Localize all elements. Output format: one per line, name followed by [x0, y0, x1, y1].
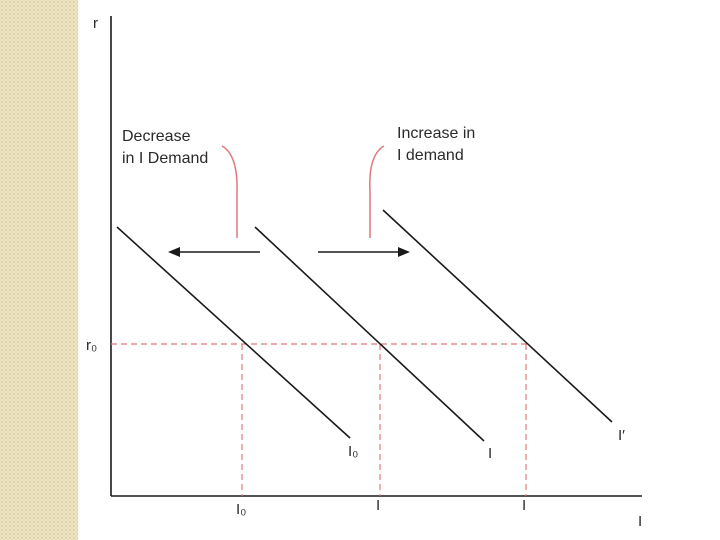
demand-curve-i0 [116, 226, 351, 439]
rate-tick-label: r₀ [86, 337, 97, 354]
decorative-side-strip [0, 0, 78, 540]
y-axis-label: r [93, 15, 98, 32]
annotation-decrease: Decrease in I Demand [122, 128, 208, 167]
x-tick-label-i: I [376, 497, 380, 514]
shift-left-arrow [168, 247, 260, 257]
curve-label-i-prime: I′ [618, 427, 625, 444]
curve-label-i: I [488, 445, 492, 462]
annotation-increase-line-1: Increase in [397, 125, 475, 142]
annotation-increase: Increase in I demand [397, 125, 480, 164]
demand-curve-i [254, 226, 485, 442]
x-tick-label-i-prime: I [522, 497, 526, 514]
shift-right-arrow [318, 247, 410, 257]
annotation-decrease-line-1: Decrease [122, 128, 191, 145]
x-tick-label-i0: I₀ [236, 501, 246, 518]
annotation-decrease-callout [221, 145, 238, 238]
demand-curve-i-prime [382, 209, 613, 423]
x-axis-label: I [638, 513, 642, 530]
curve-label-i0: I₀ [348, 443, 358, 460]
annotation-increase-line-2: I demand [397, 147, 464, 164]
annotation-increase-callout [369, 145, 385, 238]
annotation-decrease-line-2: in I Demand [122, 150, 208, 167]
